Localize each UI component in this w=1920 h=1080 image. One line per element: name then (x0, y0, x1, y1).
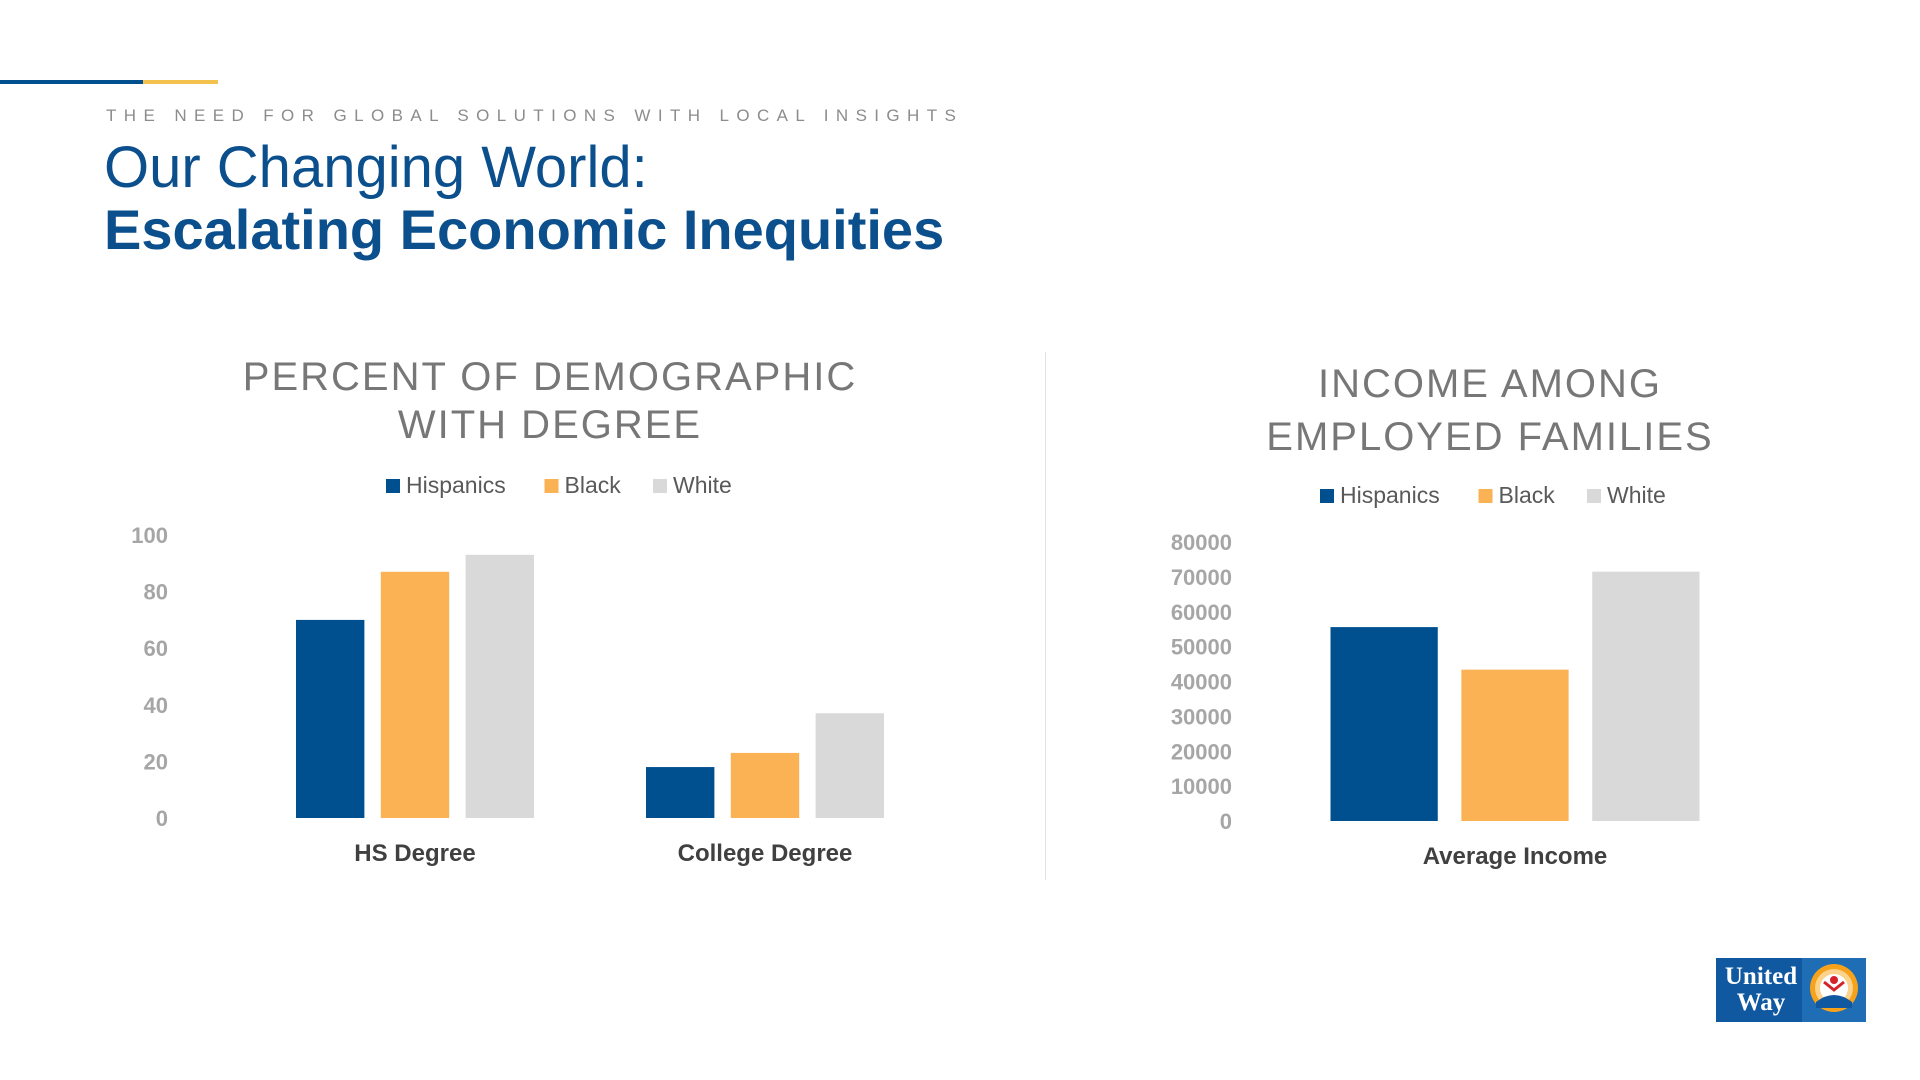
accent-line-blue (0, 80, 143, 84)
logo-line1: United (1724, 963, 1798, 990)
y-tick-label: 60 (144, 636, 168, 661)
chart2-title: INCOME AMONG EMPLOYED FAMILIES (1130, 358, 1850, 464)
chart2-title-line1: INCOME AMONG (1317, 362, 1663, 406)
legend-label-white: White (673, 472, 732, 498)
bar-hispanics (1330, 627, 1438, 821)
bar-hispanics (646, 767, 715, 818)
chart1-title: PERCENT OF DEMOGRAPHIC WITH DEGREE (200, 353, 900, 449)
legend-swatch-hispanics (1320, 489, 1334, 503)
chart1-degree-bar-chart: Hispanics Black White 0 20 40 60 80 100 HS Degree… (131, 472, 884, 867)
chart2-title-line2: EMPLOYED FAMILIES (1266, 415, 1714, 459)
bar-black (1461, 669, 1569, 821)
y-tick-label: 70000 (1171, 565, 1232, 590)
legend-label-white: White (1607, 482, 1666, 508)
bar-black (380, 571, 450, 818)
logo-line2: Way (1736, 989, 1786, 1016)
slide-kicker: THE NEED FOR GLOBAL SOLUTIONS WITH LOCAL… (106, 106, 964, 125)
y-tick-label: 40 (144, 693, 168, 718)
y-tick-label: 80 (144, 580, 168, 605)
y-tick-label: 20 (144, 749, 168, 774)
chart-divider (1045, 352, 1046, 880)
y-tick-label: 0 (1220, 809, 1232, 834)
x-category-label: College Degree (678, 840, 853, 867)
y-tick-label: 80000 (1171, 530, 1232, 555)
y-tick-label: 40000 (1171, 670, 1232, 695)
slide-title-line2: Escalating Economic Inequities (104, 198, 945, 261)
y-tick-label: 20000 (1171, 739, 1232, 764)
x-category-label: Average Income (1423, 843, 1608, 870)
y-tick-label: 0 (156, 806, 168, 831)
y-tick-label: 30000 (1171, 704, 1232, 729)
bar-white (815, 713, 884, 818)
y-tick-label: 60000 (1171, 600, 1232, 625)
logo-emblem-icon (1802, 958, 1866, 1022)
legend-swatch-black (544, 479, 559, 493)
united-way-logo: United Way (1716, 958, 1866, 1022)
slide-title-line1: Our Changing World: (104, 135, 648, 200)
y-tick-label: 100 (131, 523, 168, 548)
chart1-title-line2: WITH DEGREE (397, 403, 703, 447)
bar-white (465, 554, 534, 818)
logo-wordmark: United Way (1716, 958, 1802, 1022)
x-category-label: HS Degree (354, 840, 475, 867)
bar-white (1592, 571, 1700, 821)
legend-swatch-white (1587, 489, 1601, 503)
legend-swatch-white (653, 479, 667, 493)
bar-hispanics (296, 619, 365, 818)
legend-label-hispanics: Hispanics (406, 472, 506, 498)
y-tick-label: 10000 (1171, 774, 1232, 799)
chart2-income-bar-chart: Hispanics Black White 0 10000 20000 30000 40000… (1171, 482, 1700, 870)
legend-swatch-black (1478, 489, 1493, 503)
legend-label-hispanics: Hispanics (1340, 482, 1440, 508)
chart1-title-line1: PERCENT OF DEMOGRAPHIC (242, 355, 858, 399)
legend-label-black: Black (1499, 482, 1556, 508)
y-tick-label: 50000 (1171, 635, 1232, 660)
accent-line-gold (143, 80, 218, 84)
bar-black (730, 752, 800, 818)
legend-label-black: Black (565, 472, 622, 498)
legend-swatch-hispanics (386, 479, 400, 493)
